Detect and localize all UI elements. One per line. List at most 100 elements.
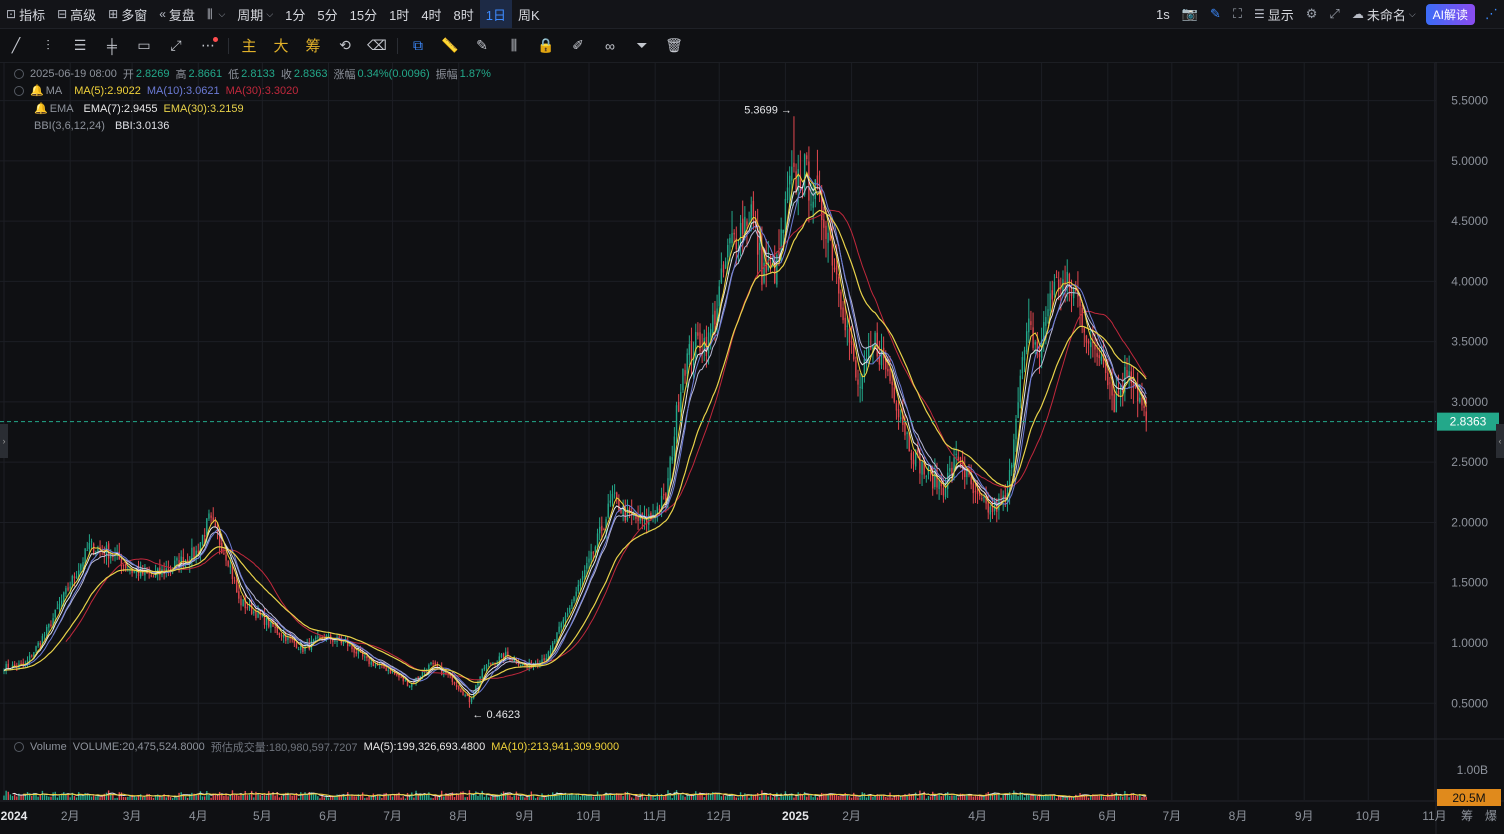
candle[interactable] (481, 668, 483, 678)
candle[interactable] (1145, 411, 1147, 422)
candle[interactable] (765, 261, 767, 273)
candle[interactable] (1060, 287, 1062, 290)
left-collapse-handle[interactable]: › (0, 424, 8, 458)
candle[interactable] (498, 656, 501, 662)
candle[interactable] (914, 449, 917, 467)
candle[interactable] (1128, 371, 1130, 378)
candle[interactable] (844, 317, 846, 331)
candle[interactable] (502, 653, 505, 659)
candle[interactable] (658, 508, 661, 511)
candle[interactable] (763, 262, 765, 283)
sync-icon[interactable]: ⟲ (339, 37, 351, 53)
candle[interactable] (1109, 382, 1111, 384)
candle[interactable] (936, 469, 938, 488)
candle[interactable] (1139, 397, 1141, 403)
candle[interactable] (35, 646, 37, 652)
candle[interactable] (60, 600, 63, 604)
candle[interactable] (594, 546, 597, 552)
candle[interactable] (712, 314, 714, 333)
candle[interactable] (430, 662, 432, 665)
candle[interactable] (709, 329, 712, 337)
candle[interactable] (987, 502, 989, 513)
candle[interactable] (458, 686, 460, 690)
candle[interactable] (361, 652, 364, 657)
candle[interactable] (827, 232, 829, 243)
candle[interactable] (1068, 273, 1071, 286)
bell-icon[interactable]: 🔔 (30, 85, 44, 97)
candle[interactable] (801, 189, 804, 191)
candle[interactable] (39, 643, 41, 645)
candle[interactable] (816, 175, 819, 188)
candle[interactable] (673, 436, 676, 457)
candle[interactable] (357, 650, 360, 654)
right-collapse-handle[interactable]: ‹ (1496, 424, 1504, 458)
candle[interactable] (227, 561, 229, 566)
candle[interactable] (99, 546, 101, 550)
candle[interactable] (199, 542, 202, 555)
candle[interactable] (895, 403, 898, 411)
candle[interactable] (910, 452, 913, 460)
candle[interactable] (823, 219, 825, 228)
candle[interactable] (761, 247, 763, 285)
candle[interactable] (1011, 464, 1013, 469)
candle[interactable] (1126, 369, 1128, 378)
candle[interactable] (349, 644, 351, 646)
candle[interactable] (236, 580, 238, 593)
candle[interactable] (966, 469, 968, 478)
candle[interactable] (511, 660, 513, 662)
candle[interactable] (244, 598, 246, 609)
candle[interactable] (432, 663, 434, 665)
topbar-item-3[interactable]: «复盘 (153, 0, 201, 28)
candle[interactable] (1096, 353, 1098, 357)
candle[interactable] (579, 580, 582, 586)
share-icon[interactable]: ⋰ (1479, 0, 1504, 28)
right-edge-label-a[interactable]: 筹 (1461, 809, 1473, 823)
candle[interactable] (103, 551, 106, 556)
expand-icon[interactable]: ⛶ (1227, 0, 1248, 28)
candle[interactable] (778, 251, 780, 256)
candle[interactable] (993, 500, 996, 512)
candle[interactable] (257, 610, 259, 618)
candle[interactable] (394, 671, 396, 675)
candle[interactable] (865, 358, 868, 362)
candle[interactable] (564, 615, 567, 621)
candle[interactable] (891, 381, 893, 386)
candle[interactable] (315, 637, 317, 640)
candle[interactable] (1102, 355, 1105, 365)
candle[interactable] (278, 632, 281, 635)
candle[interactable] (22, 662, 24, 665)
candle[interactable] (485, 664, 488, 669)
candle[interactable] (31, 655, 33, 657)
candle[interactable] (1087, 340, 1090, 344)
candle[interactable] (451, 674, 454, 682)
candle[interactable] (41, 636, 44, 645)
candle[interactable] (1023, 350, 1026, 361)
candle[interactable] (686, 353, 688, 374)
candle[interactable] (1092, 341, 1094, 343)
candle[interactable] (1079, 297, 1081, 307)
candle[interactable] (831, 235, 834, 266)
candle[interactable] (699, 332, 701, 352)
candle[interactable] (970, 476, 972, 485)
candle[interactable] (26, 660, 29, 665)
candle[interactable] (697, 332, 699, 336)
candle[interactable] (953, 457, 955, 472)
candle[interactable] (522, 663, 524, 666)
candle[interactable] (445, 670, 447, 675)
candle[interactable] (1053, 281, 1056, 296)
candle[interactable] (607, 503, 609, 518)
candle[interactable] (637, 516, 639, 522)
candle[interactable] (974, 491, 977, 493)
candle[interactable] (82, 562, 84, 567)
candle[interactable] (872, 344, 874, 350)
candle[interactable] (1134, 385, 1137, 389)
candle[interactable] (577, 584, 580, 592)
candle[interactable] (293, 638, 296, 643)
candle[interactable] (618, 499, 620, 512)
candle[interactable] (573, 597, 575, 602)
candle[interactable] (838, 276, 840, 294)
candle[interactable] (985, 497, 987, 504)
candle[interactable] (167, 568, 170, 571)
candle[interactable] (545, 658, 547, 662)
candle[interactable] (669, 457, 671, 481)
